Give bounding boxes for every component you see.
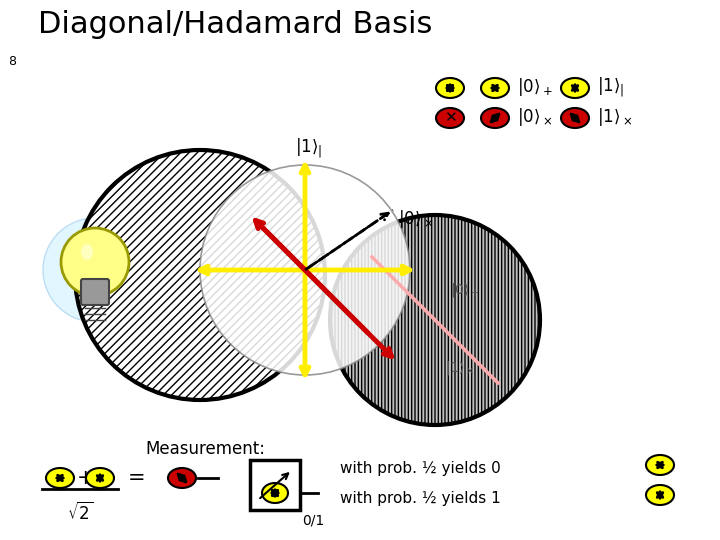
Text: ✕: ✕ — [444, 111, 456, 125]
Ellipse shape — [561, 108, 589, 128]
Text: with prob. ½ yields 0: with prob. ½ yields 0 — [340, 461, 500, 476]
Ellipse shape — [86, 468, 114, 488]
Ellipse shape — [646, 455, 674, 475]
Text: $|1\rangle_|$: $|1\rangle_|$ — [295, 137, 323, 160]
Text: +: + — [77, 468, 94, 488]
Text: $|1\rangle_\times$: $|1\rangle_\times$ — [445, 359, 474, 377]
Ellipse shape — [481, 108, 509, 128]
Ellipse shape — [168, 468, 196, 488]
Ellipse shape — [46, 468, 74, 488]
Ellipse shape — [436, 78, 464, 98]
Ellipse shape — [561, 78, 589, 98]
Text: Diagonal/Hadamard Basis: Diagonal/Hadamard Basis — [38, 10, 433, 39]
Text: $|0\rangle_\times$: $|0\rangle_\times$ — [517, 106, 552, 128]
Text: 8: 8 — [8, 55, 16, 68]
Bar — [250, 460, 300, 510]
Circle shape — [43, 218, 147, 322]
Text: $|1\rangle_|$: $|1\rangle_|$ — [597, 76, 624, 99]
Text: with prob. ½ yields 1: with prob. ½ yields 1 — [340, 490, 500, 505]
Text: $|1\rangle_\times$: $|1\rangle_\times$ — [597, 106, 632, 128]
Circle shape — [200, 165, 410, 375]
Text: 0/1: 0/1 — [302, 514, 324, 528]
Circle shape — [61, 228, 129, 296]
FancyBboxPatch shape — [81, 279, 109, 305]
Text: $|0\rangle_+$: $|0\rangle_+$ — [517, 76, 553, 98]
Text: Measurement:: Measurement: — [145, 440, 265, 458]
Text: =: = — [128, 468, 145, 488]
Ellipse shape — [646, 485, 674, 505]
Circle shape — [330, 215, 540, 425]
Ellipse shape — [481, 78, 509, 98]
Ellipse shape — [262, 483, 288, 503]
Text: $|0\rangle_\times$: $|0\rangle_\times$ — [398, 208, 433, 230]
Text: $\sqrt{2}$: $\sqrt{2}$ — [67, 502, 93, 524]
Text: $|0\rangle_+$: $|0\rangle_+$ — [450, 281, 480, 299]
Ellipse shape — [436, 108, 464, 128]
Circle shape — [75, 150, 325, 400]
Ellipse shape — [81, 244, 93, 260]
